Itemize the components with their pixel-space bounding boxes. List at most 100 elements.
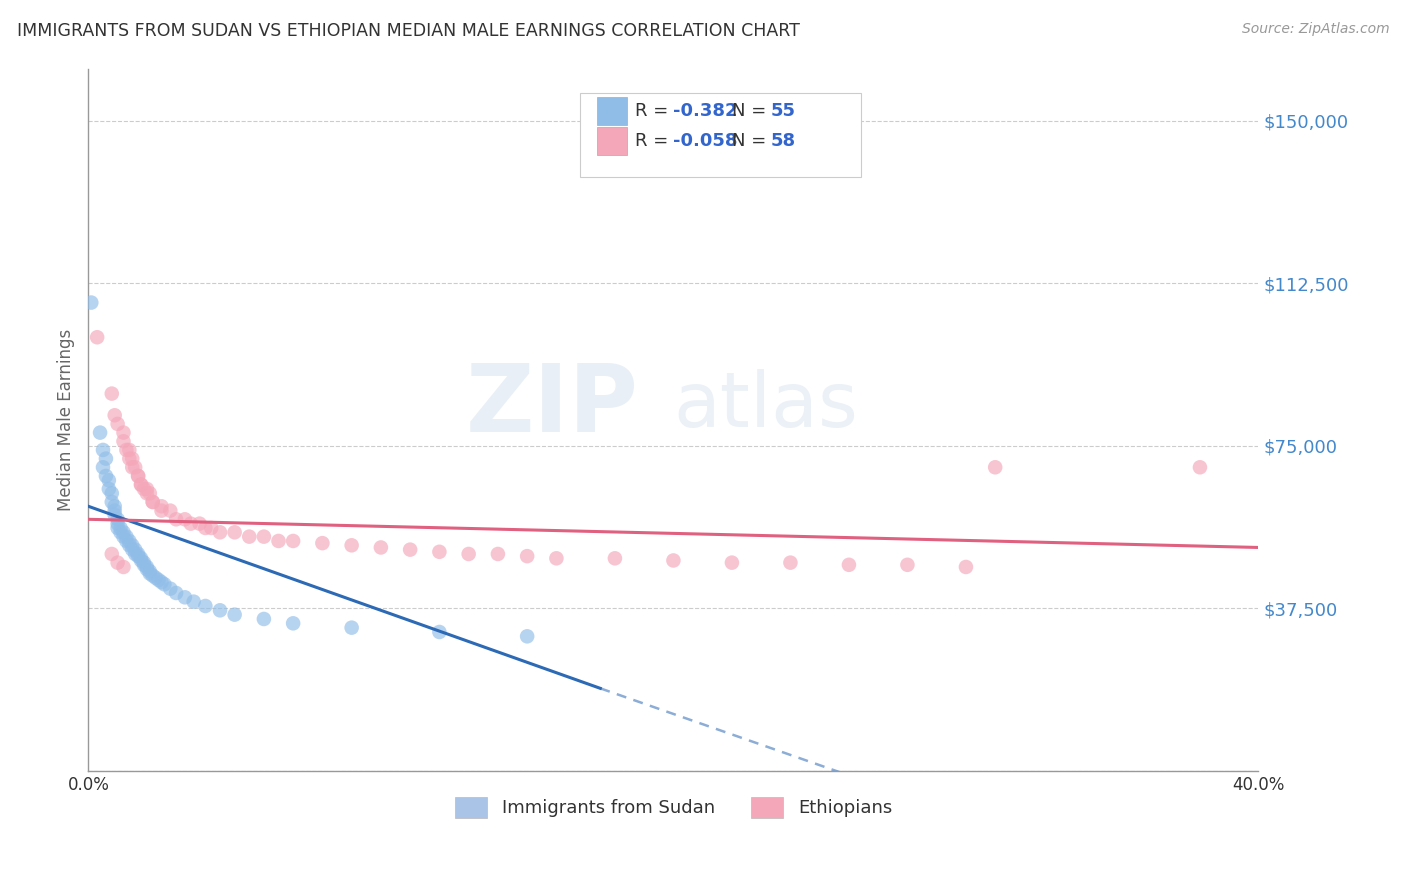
Point (429, 625, 451, 640)
Point (115, 533, 138, 548)
Point (124, 547, 146, 561)
Point (112, 425, 135, 440)
Point (135, 486, 157, 500)
Point (115, 442, 138, 457)
Point (200, 521, 222, 535)
Point (80, 295, 103, 310)
Point (183, 594, 205, 608)
Point (91, 442, 114, 457)
Point (188, 516, 211, 531)
Point (129, 551, 152, 566)
Point (721, 556, 744, 570)
Point (281, 616, 304, 631)
Point (142, 568, 165, 582)
Point (603, 551, 626, 566)
Point (118, 442, 141, 457)
Point (127, 469, 149, 483)
Point (267, 533, 290, 548)
Point (132, 482, 155, 496)
Point (91, 460, 114, 475)
Text: N =: N = (733, 102, 772, 120)
Point (104, 409, 127, 423)
Point (94, 469, 117, 483)
Point (516, 629, 538, 643)
Point (129, 553, 152, 567)
Point (104, 500, 127, 514)
Point (118, 451, 141, 466)
Point (399, 542, 422, 557)
Point (148, 573, 170, 587)
Text: N =: N = (733, 132, 772, 150)
Point (486, 547, 509, 561)
Point (896, 558, 918, 572)
Point (224, 607, 246, 622)
Point (224, 525, 246, 540)
Point (142, 495, 165, 509)
Text: 58: 58 (770, 132, 796, 150)
Point (94, 451, 117, 466)
Point (159, 503, 181, 517)
Point (118, 538, 141, 552)
Point (159, 582, 181, 596)
Point (984, 460, 1007, 475)
Point (127, 547, 149, 561)
Point (107, 516, 129, 531)
Point (124, 542, 146, 557)
Point (107, 512, 129, 526)
Text: ZIP: ZIP (465, 359, 638, 451)
Point (165, 512, 187, 526)
Point (174, 591, 197, 605)
Text: -0.382: -0.382 (673, 102, 738, 120)
Point (135, 562, 157, 576)
Point (100, 386, 122, 401)
Point (150, 500, 173, 514)
Point (174, 512, 197, 526)
Point (115, 530, 138, 544)
Point (779, 556, 801, 570)
Point (370, 541, 392, 555)
Point (118, 533, 141, 548)
Point (107, 417, 129, 431)
Point (457, 547, 479, 561)
Point (132, 558, 155, 572)
Point (340, 621, 363, 635)
Point (194, 521, 217, 535)
Text: Source: ZipAtlas.com: Source: ZipAtlas.com (1241, 22, 1389, 37)
Point (100, 495, 122, 509)
Point (89, 425, 111, 440)
Text: R =: R = (634, 132, 673, 150)
Text: -0.058: -0.058 (673, 132, 738, 150)
Point (127, 549, 149, 563)
Point (121, 460, 143, 475)
Point (112, 560, 135, 574)
Point (429, 545, 451, 559)
Point (135, 560, 157, 574)
Point (135, 482, 157, 496)
Point (129, 477, 152, 491)
Point (955, 560, 977, 574)
Y-axis label: Median Male Earnings: Median Male Earnings (58, 328, 75, 511)
Point (838, 558, 860, 572)
Point (662, 553, 685, 567)
Point (127, 469, 149, 483)
Point (121, 538, 143, 552)
Point (150, 503, 173, 517)
FancyBboxPatch shape (598, 96, 627, 125)
Point (100, 486, 122, 500)
Point (104, 503, 127, 517)
Point (142, 495, 165, 509)
Point (281, 533, 304, 548)
Point (112, 530, 135, 544)
Point (139, 486, 162, 500)
Point (100, 547, 122, 561)
Point (139, 564, 162, 578)
FancyBboxPatch shape (579, 93, 860, 178)
Point (253, 530, 276, 544)
Legend: Immigrants from Sudan, Ethiopians: Immigrants from Sudan, Ethiopians (447, 789, 900, 825)
Point (86, 330, 108, 344)
Point (1188, 460, 1211, 475)
Point (208, 525, 231, 540)
Point (121, 542, 143, 557)
Point (104, 508, 127, 522)
Text: IMMIGRANTS FROM SUDAN VS ETHIOPIAN MEDIAN MALE EARNINGS CORRELATION CHART: IMMIGRANTS FROM SUDAN VS ETHIOPIAN MEDIA… (17, 22, 800, 40)
